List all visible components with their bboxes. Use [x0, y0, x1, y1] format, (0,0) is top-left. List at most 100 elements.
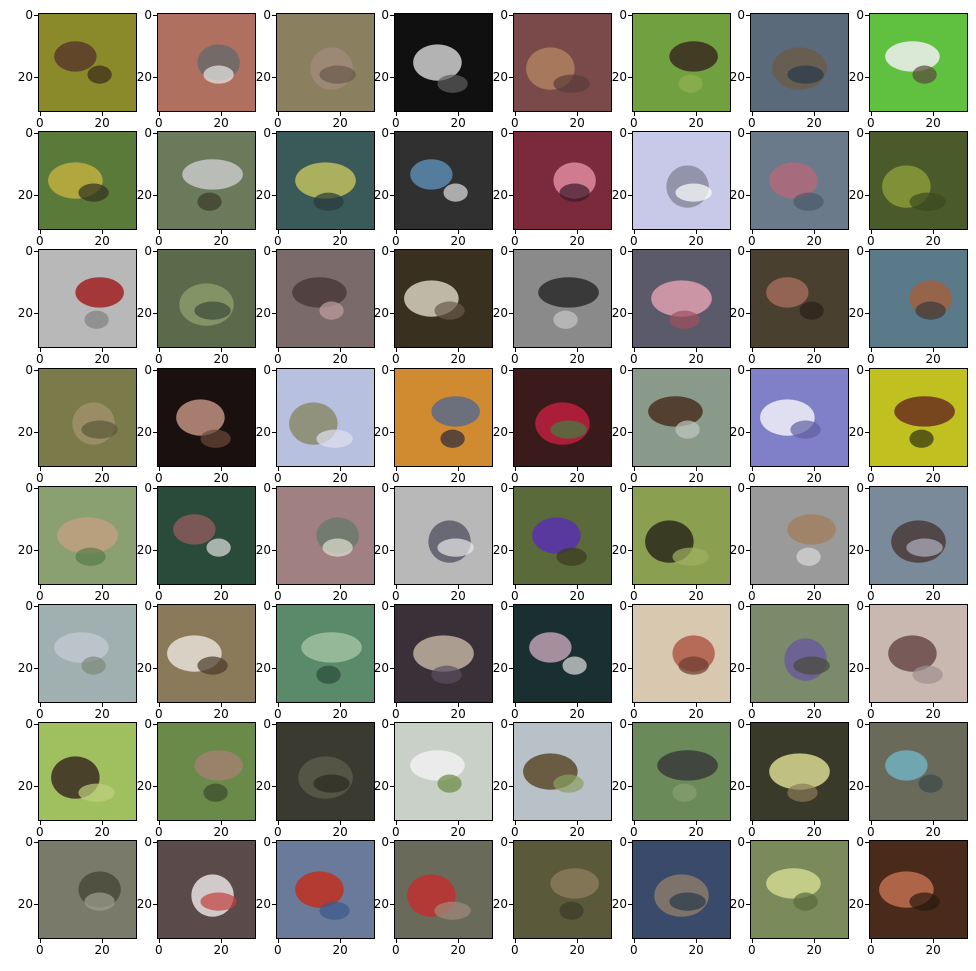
x-tick-label: 0 — [511, 471, 519, 485]
x-tick-label: 0 — [511, 707, 519, 721]
y-tick-mark — [390, 369, 394, 371]
sample-subplot: 0 20 0 20 — [730, 8, 852, 131]
y-tick-mark — [34, 841, 38, 843]
sample-subplot: 0 20 0 20 — [373, 717, 496, 840]
x-tick-mark — [813, 703, 815, 707]
sample-subplot: 0 20 0 20 — [137, 8, 259, 131]
x-tick-label: 20 — [332, 589, 348, 603]
y-tick-mark — [746, 667, 750, 669]
sample-subplot: 0 20 0 20 — [848, 363, 971, 486]
x-tick-mark — [395, 230, 397, 234]
y-tick-label: 0 — [737, 362, 745, 377]
x-tick-label: 20 — [94, 116, 110, 130]
y-tick-mark — [746, 76, 750, 78]
y-tick-mark — [746, 369, 750, 371]
x-tick-label: 0 — [155, 116, 163, 130]
x-tick-mark — [751, 585, 753, 589]
sample-subplot: 0 20 0 20 — [730, 717, 852, 840]
y-tick-label: 0 — [263, 834, 271, 849]
y-tick-label: 0 — [25, 125, 33, 140]
x-tick-label: 20 — [213, 825, 229, 839]
y-tick-mark — [153, 369, 157, 371]
y-tick-label: 20 — [373, 778, 389, 793]
x-tick-mark — [277, 112, 279, 116]
y-tick-label: 20 — [848, 660, 864, 675]
sample-subplot: 0 20 0 20 — [493, 481, 615, 604]
x-tick-mark — [576, 821, 578, 825]
y-tick-mark — [509, 667, 513, 669]
y-tick-mark — [628, 841, 632, 843]
y-tick-label: 0 — [263, 362, 271, 377]
x-tick-label: 20 — [332, 825, 348, 839]
y-tick-label: 20 — [729, 305, 745, 320]
x-tick-mark — [813, 348, 815, 352]
x-tick-label: 20 — [569, 471, 585, 485]
x-tick-mark — [751, 467, 753, 471]
y-tick-mark — [746, 903, 750, 905]
y-tick-mark — [865, 76, 869, 78]
y-tick-label: 20 — [848, 424, 864, 439]
y-tick-mark — [628, 14, 632, 16]
generated-sample-image — [869, 131, 968, 230]
y-tick-label: 20 — [17, 187, 33, 202]
x-tick-mark — [220, 112, 222, 116]
x-tick-label: 0 — [511, 352, 519, 366]
x-tick-label: 0 — [155, 943, 163, 957]
generated-sample-image — [869, 840, 968, 939]
y-tick-mark — [34, 250, 38, 252]
y-tick-label: 20 — [136, 896, 152, 911]
x-tick-mark — [339, 348, 341, 352]
sample-subplot: 0 20 0 20 — [612, 599, 734, 722]
y-tick-mark — [509, 312, 513, 314]
y-tick-mark — [390, 14, 394, 16]
x-tick-label: 0 — [867, 234, 875, 248]
x-tick-label: 20 — [213, 471, 229, 485]
x-tick-label: 0 — [511, 943, 519, 957]
x-tick-mark — [633, 348, 635, 352]
x-tick-label: 0 — [274, 589, 282, 603]
sample-subplot: 0 20 0 20 — [848, 599, 971, 722]
x-tick-label: 0 — [511, 825, 519, 839]
generated-sample-image — [157, 13, 256, 112]
generated-sample-image — [750, 604, 849, 703]
x-tick-mark — [277, 467, 279, 471]
y-tick-label: 20 — [255, 542, 271, 557]
y-tick-mark — [746, 14, 750, 16]
x-tick-mark — [932, 230, 934, 234]
x-tick-label: 0 — [867, 471, 875, 485]
x-tick-mark — [870, 703, 872, 707]
x-tick-label: 20 — [925, 234, 941, 248]
x-tick-mark — [220, 821, 222, 825]
generated-sample-image — [869, 249, 968, 348]
y-tick-mark — [746, 549, 750, 551]
y-tick-mark — [390, 903, 394, 905]
x-tick-label: 20 — [806, 825, 822, 839]
y-tick-label: 20 — [17, 778, 33, 793]
sample-subplot: 0 20 0 20 — [612, 8, 734, 131]
generated-sample-image — [276, 722, 375, 821]
y-tick-mark — [865, 369, 869, 371]
sample-subplot: 0 20 0 20 — [612, 835, 734, 958]
sample-subplot: 0 20 0 20 — [849, 126, 971, 249]
x-tick-label: 0 — [748, 589, 756, 603]
x-tick-label: 20 — [332, 116, 348, 130]
y-tick-mark — [746, 605, 750, 607]
y-tick-mark — [34, 487, 38, 489]
y-tick-label: 0 — [856, 243, 864, 258]
x-tick-label: 20 — [925, 943, 941, 957]
sample-subplot: 0 20 0 20 — [849, 244, 971, 367]
y-tick-label: 20 — [611, 778, 627, 793]
generated-sample-image — [513, 604, 612, 703]
x-tick-label: 20 — [450, 825, 466, 839]
y-tick-label: 0 — [737, 716, 745, 731]
y-tick-mark — [390, 132, 394, 134]
y-tick-label: 20 — [729, 660, 745, 675]
x-tick-mark — [514, 939, 516, 943]
x-tick-label: 20 — [569, 943, 585, 957]
x-tick-mark — [220, 230, 222, 234]
y-tick-mark — [272, 667, 276, 669]
y-tick-label: 0 — [25, 362, 33, 377]
x-tick-mark — [813, 112, 815, 116]
x-tick-label: 0 — [392, 234, 400, 248]
x-tick-mark — [932, 821, 934, 825]
